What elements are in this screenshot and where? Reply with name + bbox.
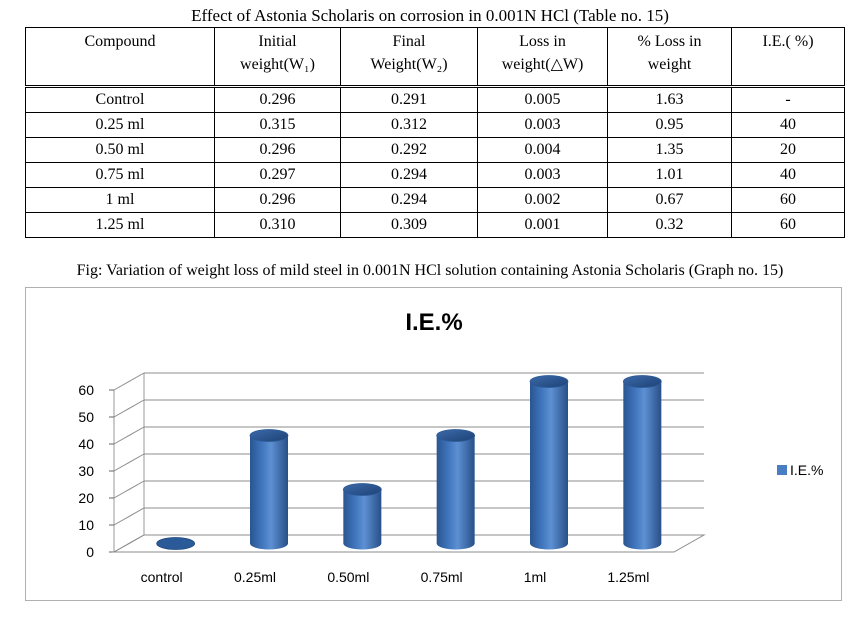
cell-loss-in-weight: 0.003: [477, 162, 608, 188]
cell-compound: 1.25 ml: [25, 212, 215, 238]
x-tick-label: 1ml: [524, 569, 547, 585]
table-row: 0.75 ml 0.297 0.294 0.003 1.01 40: [25, 162, 845, 188]
header-compound: Compound: [25, 27, 215, 88]
bar-top: [156, 537, 196, 550]
cell-ie-percent: 60: [731, 187, 845, 213]
table-title: Effect of Astonia Scholaris on corrosion…: [191, 6, 669, 25]
data-table: Compound Initial weight(W₁) Final Weight(W…: [25, 27, 845, 238]
bar-body: [250, 435, 288, 550]
cell-final-weight: 0.294: [340, 187, 478, 213]
legend-label: I.E.%: [790, 462, 823, 478]
cell-initial-weight: 0.315: [214, 112, 341, 138]
cell-ie-percent: -: [731, 86, 845, 113]
cell-loss-in-weight: 0.001: [477, 212, 608, 238]
bar-top: [622, 375, 662, 388]
y-tick-label: 40: [78, 436, 94, 452]
bar: [436, 429, 476, 550]
y-tick-label: 50: [78, 409, 94, 425]
cell-percent-loss: 0.95: [607, 112, 732, 138]
x-tick-label: 1.25ml: [607, 569, 649, 585]
chart-floor: [112, 534, 706, 553]
table-header-row: Compound Initial weight(W₁) Final Weight(W…: [25, 27, 845, 88]
header-ie-percent: I.E.( %): [731, 27, 845, 88]
cell-loss-in-weight: 0.003: [477, 112, 608, 138]
x-axis-ticks: control 0.25ml 0.50ml 0.75ml 1ml 1.25ml: [141, 569, 650, 585]
x-tick-label: control: [141, 569, 183, 585]
header-percent-loss: % Loss in weight: [607, 27, 732, 88]
cell-compound: 0.75 ml: [25, 162, 215, 188]
cell-percent-loss: 1.63: [607, 86, 732, 113]
bars-group: [156, 375, 662, 550]
y-tick-label: 20: [78, 490, 94, 506]
cell-compound: Control: [25, 86, 215, 113]
y-axis-ticks: 0 10 20 30 40 50 60: [78, 382, 94, 560]
cell-ie-percent: 40: [731, 162, 845, 188]
gridline-side: [113, 399, 145, 418]
cell-final-weight: 0.312: [340, 112, 478, 138]
bar-top: [436, 429, 476, 442]
gridline-side: [113, 480, 145, 499]
bar: [249, 429, 289, 550]
y-tick-label: 0: [86, 544, 94, 560]
table-row: 0.25 ml 0.315 0.312 0.003 0.95 40: [25, 112, 845, 138]
cell-loss-in-weight: 0.004: [477, 137, 608, 163]
bar: [342, 483, 382, 550]
x-tick-label: 0.50ml: [327, 569, 369, 585]
bar-top: [529, 375, 569, 388]
cell-initial-weight: 0.296: [214, 187, 341, 213]
cell-compound: 1 ml: [25, 187, 215, 213]
x-tick-label: 0.25ml: [234, 569, 276, 585]
cell-ie-percent: 40: [731, 112, 845, 138]
bar: [156, 537, 196, 550]
bar: [529, 375, 569, 550]
cell-final-weight: 0.292: [340, 137, 478, 163]
table-row: 1 ml 0.296 0.294 0.002 0.67 60: [25, 187, 845, 213]
figure-caption: Fig: Variation of weight loss of mild st…: [76, 262, 784, 279]
cell-percent-loss: 1.35: [607, 137, 732, 163]
bar-chart: I.E.% 0 10 20 30 40 50 60 control 0.25ml 0.50ml 0…: [78, 309, 823, 585]
header-initial-weight: Initial weight(W₁): [214, 27, 341, 88]
chart-title: I.E.%: [405, 309, 462, 336]
x-tick-label: 0.75ml: [421, 569, 463, 585]
legend-swatch: [777, 465, 787, 475]
cell-final-weight: 0.294: [340, 162, 478, 188]
cell-compound: 0.25 ml: [25, 112, 215, 138]
bar: [622, 375, 662, 550]
y-tick-label: 60: [78, 382, 94, 398]
cell-ie-percent: 20: [731, 137, 845, 163]
chart-frame: I.E.% 0 10 20 30 40 50 60 control 0.25ml 0.50ml 0…: [25, 287, 842, 601]
table-row: 1.25 ml 0.310 0.309 0.001 0.32 60: [25, 212, 845, 238]
table-row: Control 0.296 0.291 0.005 1.63 -: [25, 86, 845, 113]
cell-percent-loss: 0.67: [607, 187, 732, 213]
cell-final-weight: 0.309: [340, 212, 478, 238]
header-final-weight: Final Weight(W₂): [340, 27, 478, 88]
cell-percent-loss: 1.01: [607, 162, 732, 188]
y-tick-label: 30: [78, 463, 94, 479]
cell-final-weight: 0.291: [340, 86, 478, 113]
gridline-side: [113, 372, 145, 391]
gridline-side: [113, 507, 145, 526]
legend: I.E.%: [777, 462, 823, 478]
cell-loss-in-weight: 0.005: [477, 86, 608, 113]
cell-compound: 0.50 ml: [25, 137, 215, 163]
cell-ie-percent: 60: [731, 212, 845, 238]
cell-initial-weight: 0.296: [214, 137, 341, 163]
cell-loss-in-weight: 0.002: [477, 187, 608, 213]
bar-top: [249, 429, 289, 442]
chart-grid: [109, 372, 706, 553]
bar-body: [623, 381, 662, 550]
cell-initial-weight: 0.297: [214, 162, 341, 188]
bar-body: [436, 435, 475, 550]
table-row: 0.50 ml 0.296 0.292 0.004 1.35 20: [25, 137, 845, 163]
gridline-side: [113, 453, 145, 472]
bar-top: [342, 483, 382, 496]
cell-initial-weight: 0.310: [214, 212, 341, 238]
header-loss-in-weight: Loss in weight(△W): [477, 27, 608, 88]
bar-body: [343, 489, 382, 550]
cell-initial-weight: 0.296: [214, 86, 341, 113]
y-tick-label: 10: [78, 517, 94, 533]
bar-body: [530, 381, 568, 550]
gridline-side: [113, 426, 145, 445]
cell-percent-loss: 0.32: [607, 212, 732, 238]
